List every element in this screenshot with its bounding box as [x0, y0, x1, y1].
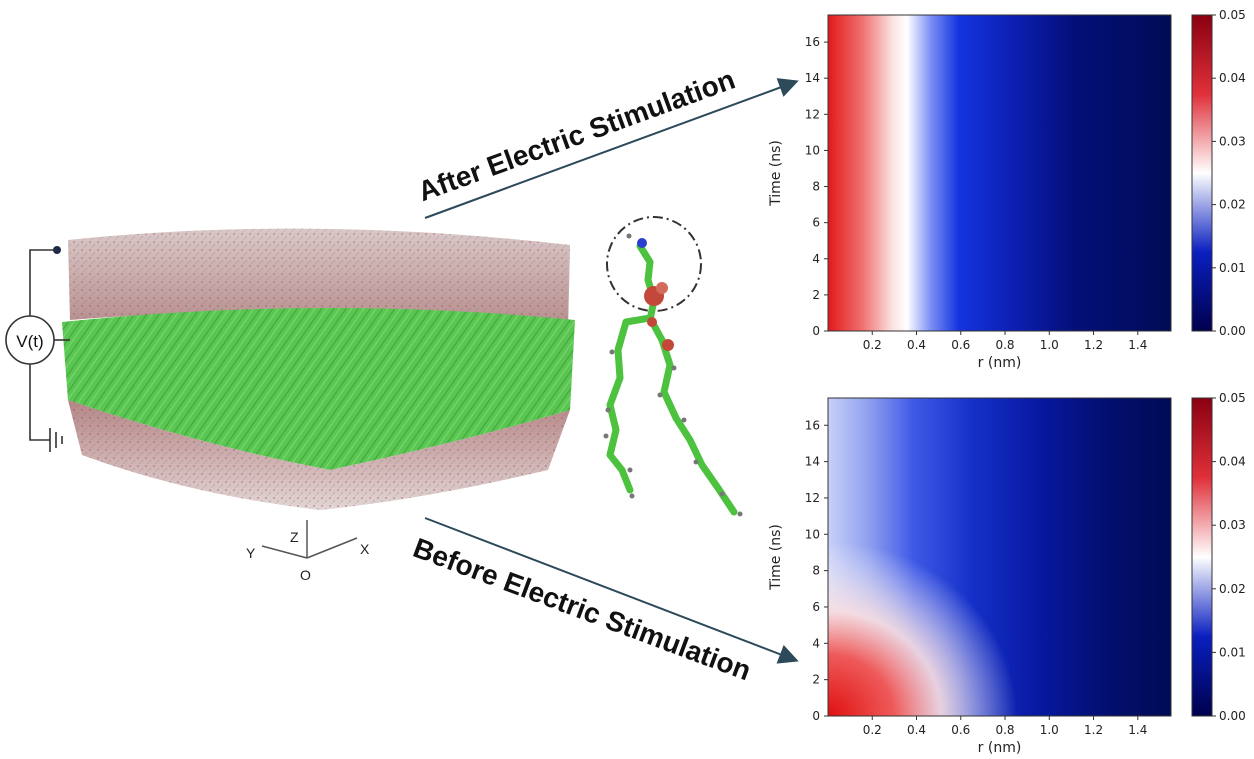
lipid-molecule: [603, 216, 743, 517]
y-tick-label: 14: [805, 71, 820, 85]
colorbar-tick-label: 0.01: [1219, 645, 1246, 659]
plot-frame: [827, 14, 1172, 332]
arrow-after: [424, 78, 799, 219]
x-tick-label: 0.6: [951, 338, 970, 352]
y-tick-label: 14: [805, 455, 820, 469]
colorbar-tick-label: 0.05: [1219, 8, 1246, 22]
y-tick-label: 4: [812, 636, 820, 650]
y-tick-label: 0: [812, 324, 820, 338]
x-tick-label: 0.2: [863, 723, 882, 737]
y-tick-label: 10: [805, 527, 820, 541]
y-tick-label: 2: [812, 673, 820, 687]
axis-x-label: X: [360, 541, 370, 557]
coordinate-axes: [261, 520, 358, 559]
x-tick-label: 0.8: [995, 723, 1014, 737]
voltage-circuit: [5, 246, 70, 452]
y-axis-label: Time (ns): [768, 140, 784, 207]
colorbar-tick-label: 0.02: [1219, 582, 1246, 596]
arrow-before: [424, 517, 799, 664]
axis-z-label: Z: [290, 529, 299, 545]
y-tick-label: 8: [812, 564, 820, 578]
x-tick-label: 1.4: [1128, 723, 1147, 737]
colorbar: [1191, 397, 1213, 717]
y-tick-label: 10: [805, 143, 820, 157]
lipid-tail-2: [658, 336, 738, 516]
x-tick-label: 0.4: [907, 723, 926, 737]
colorbar-tick-label: 0.04: [1219, 71, 1246, 85]
membrane-simulation-box: [62, 228, 575, 510]
plot-frame: [827, 397, 1172, 717]
x-tick-label: 1.2: [1084, 723, 1103, 737]
colorbar-tick-label: 0.01: [1219, 261, 1246, 275]
y-tick-label: 2: [812, 288, 820, 302]
y-tick-label: 6: [812, 600, 820, 614]
heatmap-hot-region: [828, 398, 1171, 716]
x-tick-label: 1.2: [1084, 338, 1103, 352]
y-tick-label: 4: [812, 252, 820, 266]
y-axis-label: Time (ns): [768, 524, 784, 591]
axis-origin-label: O: [300, 567, 311, 583]
x-tick-label: 1.0: [1040, 723, 1059, 737]
colorbar: [1191, 14, 1213, 332]
x-tick-label: 0.2: [863, 338, 882, 352]
x-tick-label: 0.4: [907, 338, 926, 352]
lipid-headgroup-chain: [636, 242, 658, 324]
y-tick-label: 6: [812, 216, 820, 230]
nitrogen-atom: [637, 238, 647, 248]
y-tick-label: 12: [805, 107, 820, 121]
y-tick-label: 16: [805, 35, 820, 49]
colorbar-tick-label: 0.02: [1219, 198, 1246, 212]
colorbar-tick-label: 0.04: [1219, 455, 1246, 469]
colorbar-tick-label: 0.00: [1219, 324, 1246, 338]
x-axis-label: r (nm): [978, 355, 1022, 371]
y-tick-label: 16: [805, 418, 820, 432]
x-axis-label: r (nm): [978, 740, 1022, 756]
heatmap-panel-after: 0.2 0.4 0.6 0.8 1.0 1.2 1.4 0 2 4 6 8 10 12 14 16 r (nm)…: [768, 8, 1246, 371]
x-tick-label: 0.6: [951, 723, 970, 737]
x-tick-label: 0.8: [995, 338, 1014, 352]
axis-y-label: Y: [246, 545, 256, 561]
lipid-tail-1: [606, 318, 634, 494]
heatmap-image: [828, 15, 1171, 331]
y-tick-label: 12: [805, 491, 820, 505]
heatmap-panel-before: 0.2 0.4 0.6 0.8 1.0 1.2 1.4 0 2 4 6 8 10 12 14 16 r (nm)…: [768, 391, 1246, 756]
colorbar-tick-label: 0.00: [1219, 709, 1246, 723]
y-tick-label: 0: [812, 709, 820, 723]
colorbar-tick-label: 0.03: [1219, 518, 1246, 532]
x-tick-label: 1.0: [1040, 338, 1059, 352]
y-tick-label: 8: [812, 180, 820, 194]
colorbar-tick-label: 0.03: [1219, 134, 1246, 148]
voltage-label: V(t): [16, 332, 43, 351]
x-tick-label: 1.4: [1128, 338, 1147, 352]
colorbar-tick-label: 0.05: [1219, 391, 1246, 405]
headgroup-highlight-circle: [606, 216, 702, 312]
